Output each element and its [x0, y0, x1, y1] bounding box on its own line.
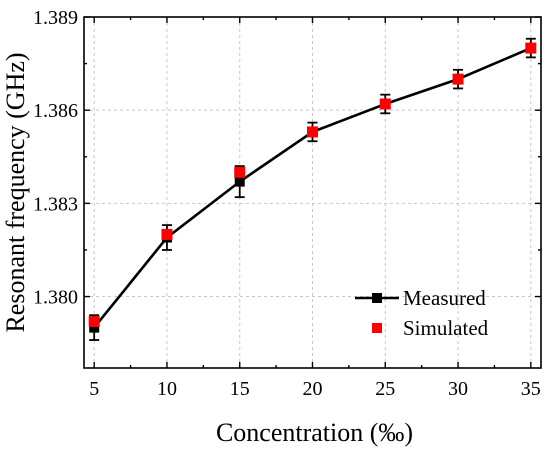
y-tick-label: 1.389: [33, 7, 78, 29]
x-tick-label: 25: [375, 378, 395, 400]
simulated-point: [161, 228, 173, 240]
y-tick-label: 1.380: [33, 287, 78, 309]
y-tick-label: 1.386: [33, 100, 78, 122]
x-tick-label: 20: [303, 378, 323, 400]
measured-point: [234, 176, 245, 187]
simulated-point: [88, 315, 100, 327]
simulated-point: [452, 73, 464, 85]
legend-measured-label: Measured: [403, 286, 486, 310]
legend-measured-marker: [372, 293, 382, 303]
x-tick-label: 10: [157, 378, 177, 400]
y-tick-label: 1.383: [33, 193, 78, 215]
plot-marks: [88, 37, 537, 341]
x-tick-label: 15: [230, 378, 250, 400]
legend-simulated-marker: [372, 323, 382, 333]
y-axis-title: Resonant frequency (GHz): [1, 52, 30, 332]
legend-simulated-label: Simulated: [403, 316, 489, 340]
x-tick-label: 35: [521, 378, 541, 400]
legend: Measured Simulated: [355, 286, 489, 340]
x-tick-label: 30: [448, 378, 468, 400]
x-tick-label: 5: [89, 378, 99, 400]
x-axis-title: Concentration (‰): [216, 418, 413, 447]
simulated-point: [234, 166, 246, 178]
simulated-point: [307, 126, 318, 138]
measured-point: [89, 322, 100, 333]
simulated-point: [525, 42, 537, 54]
axis-ticks: 5 10 15 20 25 30 35 1.380 1.383 1.386 1.389: [33, 7, 541, 400]
simulated-point: [379, 98, 391, 110]
